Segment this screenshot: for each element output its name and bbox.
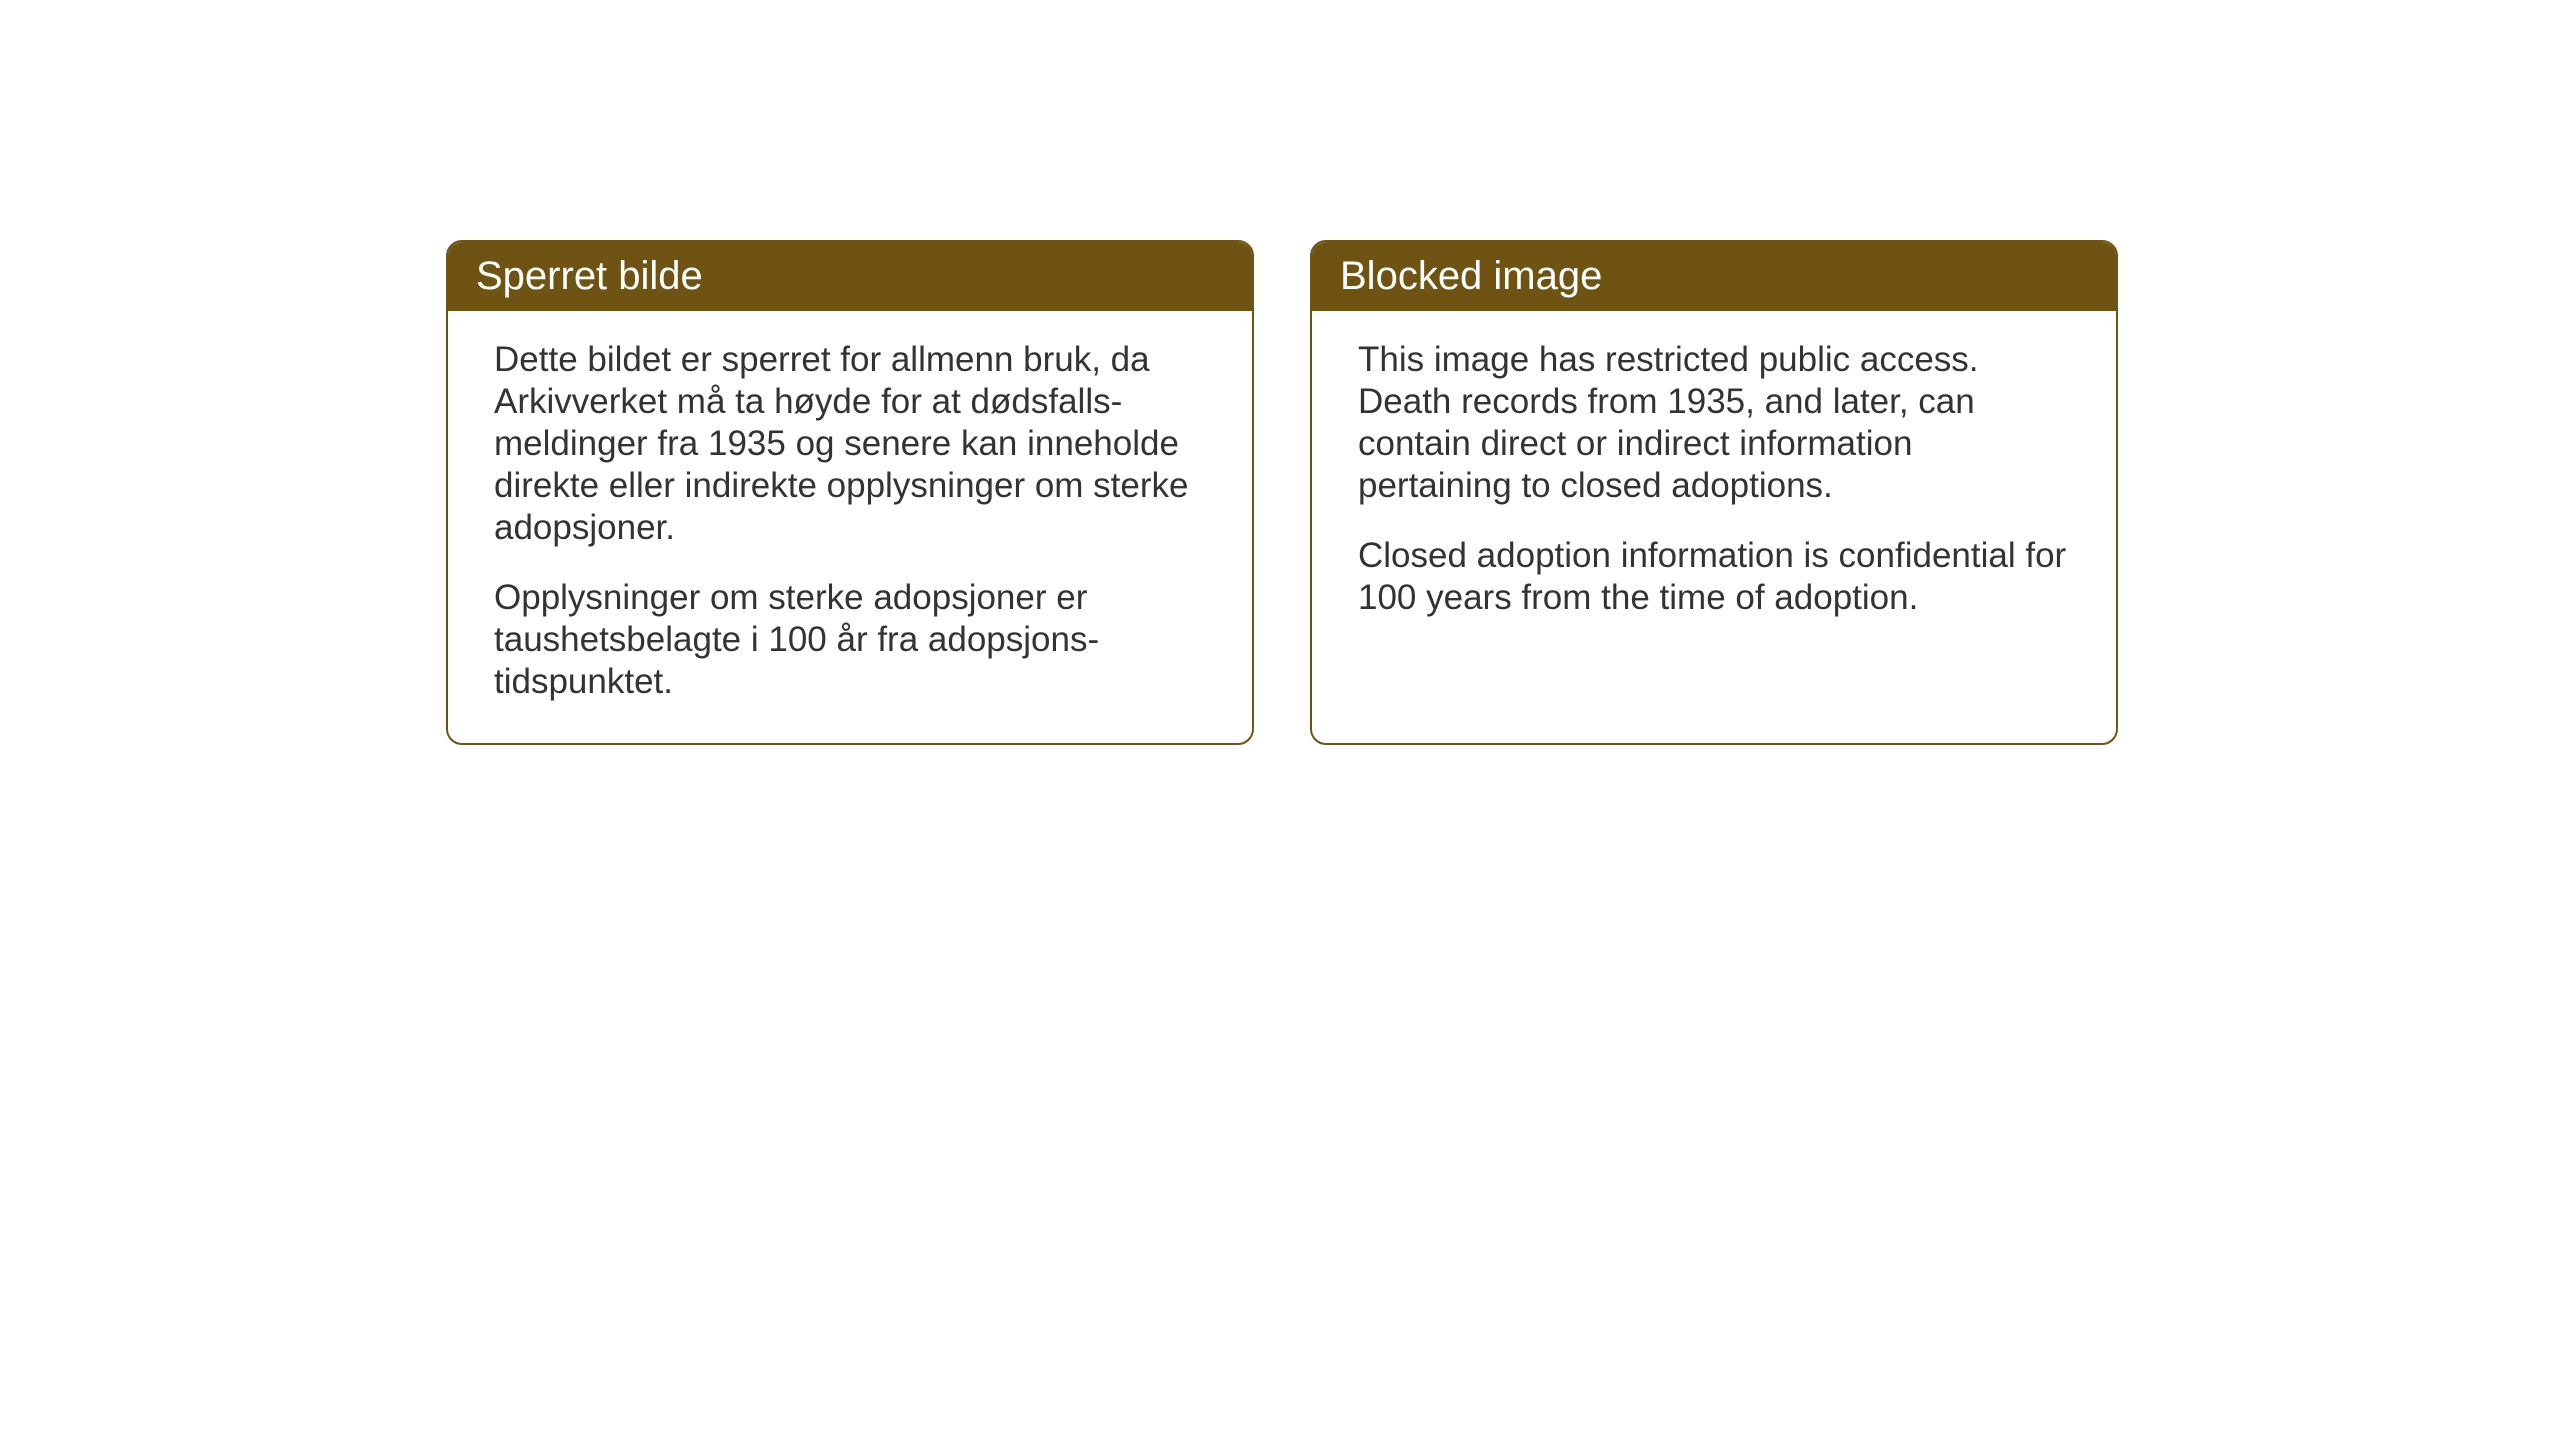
card-title: Sperret bilde xyxy=(476,254,703,298)
notice-card-norwegian: Sperret bilde Dette bildet er sperret fo… xyxy=(446,240,1254,745)
card-header: Blocked image xyxy=(1312,242,2116,311)
card-paragraph: This image has restricted public access.… xyxy=(1358,339,2070,507)
card-body: Dette bildet er sperret for allmenn bruk… xyxy=(448,311,1252,743)
card-paragraph: Closed adoption information is confident… xyxy=(1358,535,2070,619)
card-title: Blocked image xyxy=(1340,254,1602,298)
notice-container: Sperret bilde Dette bildet er sperret fo… xyxy=(446,240,2118,745)
notice-card-english: Blocked image This image has restricted … xyxy=(1310,240,2118,745)
card-body: This image has restricted public access.… xyxy=(1312,311,2116,659)
card-header: Sperret bilde xyxy=(448,242,1252,311)
card-paragraph: Opplysninger om sterke adopsjoner er tau… xyxy=(494,577,1206,703)
card-paragraph: Dette bildet er sperret for allmenn bruk… xyxy=(494,339,1206,549)
